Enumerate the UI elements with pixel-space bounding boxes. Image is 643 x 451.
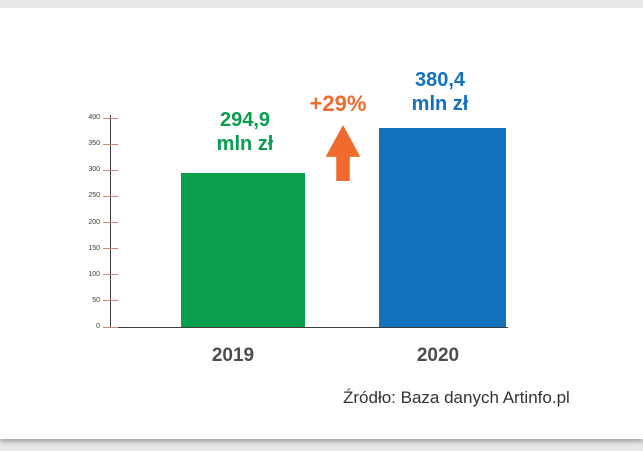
y-tick-label: 0 (96, 323, 100, 330)
y-tick-label: 250 (88, 192, 100, 200)
bar-2019 (181, 172, 305, 327)
y-tick-mark (103, 195, 118, 197)
growth-annotation: +29% (309, 91, 367, 116)
y-tick-mark (103, 143, 118, 145)
value-label-2019: 294,9 mln zł (185, 108, 305, 156)
y-tick-mark (103, 326, 118, 328)
y-tick-label: 350 (88, 140, 100, 148)
y-tick-mark (103, 248, 118, 250)
y-tick-label: 200 (88, 218, 100, 226)
document-page: 0 50 100 150 200 250 300 350 400 294,9 mln zł 38… (0, 8, 643, 439)
y-tick-mark (103, 117, 118, 119)
bar-2020 (379, 128, 506, 327)
value-2020: 380,4 (414, 69, 466, 91)
value-label-2020: 380,4 mln zł (380, 68, 500, 116)
y-tick-mark (103, 169, 118, 171)
y-tick-label: 150 (88, 244, 100, 252)
y-tick-mark (103, 300, 118, 302)
value-unit-2020: mln zł (411, 93, 469, 115)
y-tick-label: 400 (88, 114, 100, 121)
y-tick-label: 50 (92, 296, 100, 304)
x-tick-label-2019: 2019 (211, 345, 255, 366)
value-unit-2019: mln zł (216, 133, 274, 155)
y-tick-mark (103, 222, 118, 223)
source-note: Źródło: Baza danych Artinfo.pl (343, 388, 570, 407)
y-tick-label: 300 (88, 166, 100, 174)
y-tick-label: 100 (88, 270, 100, 278)
value-2019: 294,9 (219, 109, 271, 131)
y-axis (110, 115, 111, 328)
x-tick-label-2020: 2020 (416, 345, 460, 366)
up-arrow-icon (325, 125, 361, 181)
x-axis (108, 327, 508, 328)
y-tick-mark (103, 274, 118, 276)
